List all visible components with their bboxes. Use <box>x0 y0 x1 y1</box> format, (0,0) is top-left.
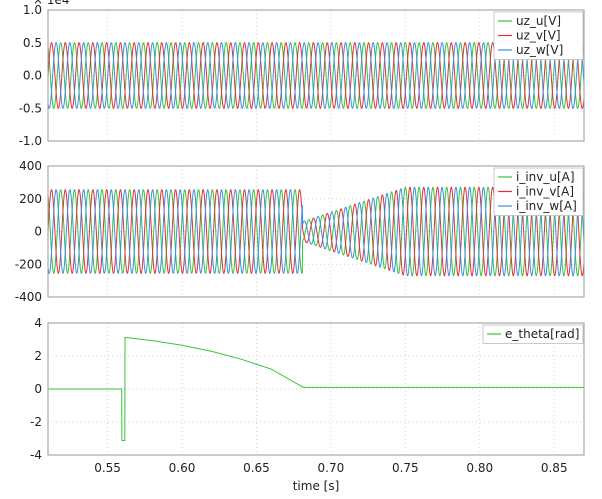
plot-frame <box>47 165 585 298</box>
legend: uz_u[V]uz_v[V]uz_w[V] <box>493 11 584 60</box>
legend-box <box>493 11 584 60</box>
series-line-3 <box>48 42 584 109</box>
y-tick-label: 0 <box>34 382 42 396</box>
x-axis-title: time [s] <box>293 479 340 493</box>
y-tick-label: 400 <box>19 159 42 173</box>
legend-label-1: i_inv_u[A] <box>516 170 575 184</box>
y-tick-label: 0.0 <box>23 69 42 83</box>
series-lines <box>48 336 584 441</box>
legend-box <box>482 324 584 344</box>
series-line-1 <box>48 336 584 441</box>
legend-label-1: uz_u[V] <box>516 14 561 28</box>
y-tick-label: -400 <box>15 290 42 304</box>
y-tick-label: 4 <box>34 316 42 330</box>
legend-label-3: i_inv_w[A] <box>516 199 577 213</box>
panel-2: -400 -200 0 200 400 i_inv_u[A]i_inv_v[A]i_inv… <box>15 159 585 304</box>
x-tick-label: 0.70 <box>318 461 345 475</box>
y-multiplier-label: × 1e4 <box>33 0 70 7</box>
series-line-1 <box>48 186 584 277</box>
series-line-1 <box>48 42 584 109</box>
plot-frame <box>47 9 585 142</box>
legend-label-3: uz_w[V] <box>516 43 563 57</box>
y-tick-label: 200 <box>19 192 42 206</box>
y-tick-label: -4 <box>30 448 42 462</box>
y-tick-label: -1.0 <box>19 134 42 148</box>
plot-frame <box>47 322 585 456</box>
legend-label-1: e_theta[rad] <box>505 327 579 341</box>
y-tick-label: -2 <box>30 415 42 429</box>
x-tick-label: 0.65 <box>243 461 270 475</box>
legend-label-2: uz_v[V] <box>516 29 561 43</box>
x-tick-label: 0.55 <box>94 461 121 475</box>
x-tick-label: 0.85 <box>541 461 568 475</box>
legend: i_inv_u[A]i_inv_v[A]i_inv_w[A] <box>493 167 584 216</box>
x-tick-label: 0.75 <box>392 461 419 475</box>
y-tick-label: 1.0 <box>23 3 42 17</box>
y-tick-label: 0 <box>34 225 42 239</box>
x-tick-label: 0.80 <box>466 461 493 475</box>
y-tick-label: 2 <box>34 349 42 363</box>
legend-label-2: i_inv_v[A] <box>516 185 574 199</box>
panel-3: -4 -2 0 2 4 0.55 0.60 0.65 0.70 0.75 0.80 0.85 time … <box>30 316 585 493</box>
panel-1: -1.0 -0.5 0.0 0.5 1.0× 1e4 uz_u[V]uz_v[V]uz_w… <box>19 0 585 148</box>
y-tick-label: -200 <box>15 257 42 271</box>
y-tick-label: -0.5 <box>19 101 42 115</box>
y-tick-label: 0.5 <box>23 36 42 50</box>
x-tick-label: 0.60 <box>169 461 196 475</box>
legend: e_theta[rad] <box>482 324 584 344</box>
